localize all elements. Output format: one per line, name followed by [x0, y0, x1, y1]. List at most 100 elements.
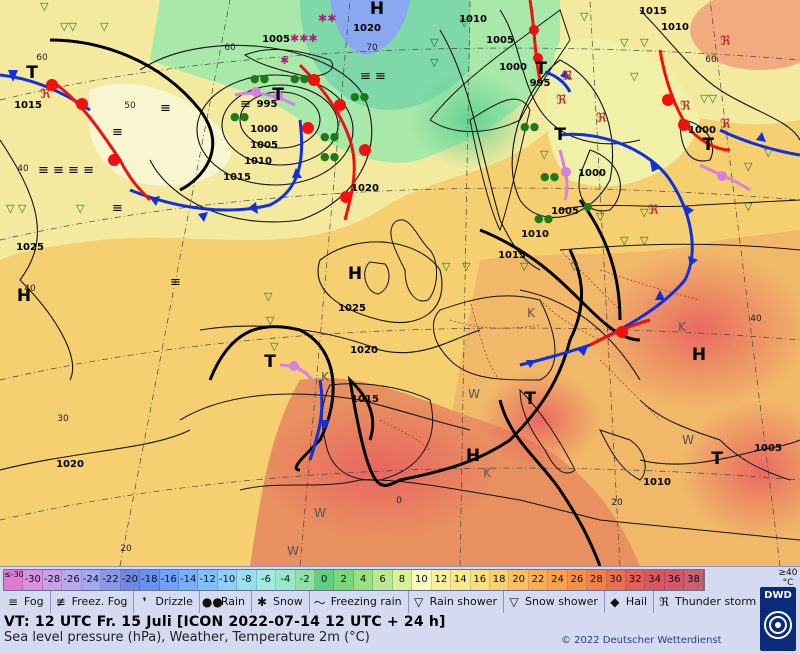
- scale-cell: ≤-30: [4, 570, 24, 590]
- scale-cell: 26: [567, 570, 588, 590]
- isobar-label: 1005: [262, 34, 290, 45]
- isobar-label: 1005: [486, 35, 514, 46]
- svg-text:●●: ●●: [290, 72, 309, 85]
- svg-text:≡: ≡: [112, 125, 123, 140]
- temperature-scale-unit: ≥40 °C: [777, 568, 799, 590]
- pressure-center-marker: T: [272, 85, 284, 105]
- dwd-logo-text: DWD: [764, 590, 792, 601]
- svg-text:●●: ●●: [250, 72, 269, 85]
- legend-label: Rain shower: [429, 595, 498, 608]
- freezing-fog-icon: ≢: [55, 595, 66, 609]
- scale-cell: 16: [470, 570, 490, 590]
- temperature-label: 60: [705, 55, 717, 65]
- scale-cell: 18: [489, 570, 510, 590]
- svg-text:▽: ▽: [270, 340, 279, 353]
- pressure-center-marker: T: [524, 389, 536, 409]
- scale-cell: 4: [353, 570, 374, 590]
- svg-text:ℜ: ℜ: [556, 93, 567, 108]
- temperature-label: 0: [396, 496, 402, 506]
- pressure-center-marker: H: [466, 446, 480, 466]
- valid-time-line: VT: 12 UTC Fr. 15 Juli [ICON 2022-07-14 …: [4, 614, 446, 630]
- svg-text:▽: ▽: [630, 70, 639, 83]
- svg-text:ℜ: ℜ: [562, 69, 573, 84]
- scale-cell: -26: [62, 570, 82, 590]
- temperature-label: 30: [57, 414, 69, 424]
- scale-cell: 0: [315, 570, 335, 590]
- isobar-label: 1005: [754, 443, 782, 454]
- scale-cell: 38: [684, 570, 704, 590]
- hail-icon: ◆: [610, 595, 620, 609]
- temperature-label: 40: [750, 314, 762, 324]
- temperature-label: 50: [124, 101, 136, 111]
- isobar-label: 1010: [521, 229, 549, 240]
- isobar-label: 1015: [351, 394, 379, 405]
- svg-text:▽: ▽: [764, 146, 773, 159]
- svg-text:▽: ▽: [620, 36, 629, 49]
- scale-cell: 10: [412, 570, 432, 590]
- svg-text:●●: ●●: [320, 150, 339, 163]
- pressure-center-marker: H: [17, 286, 31, 306]
- air-mass-marker: K: [321, 370, 330, 384]
- scale-cell: 32: [626, 570, 646, 590]
- isobar-label: 1020: [351, 183, 379, 194]
- svg-text:ℜ: ℜ: [720, 34, 731, 49]
- svg-text:▽: ▽: [264, 290, 273, 303]
- scale-cell: 30: [606, 570, 626, 590]
- scale-cell: -8: [237, 570, 257, 590]
- weather-symbol-legend: ≡ Fog ≢ Freez. Fog ❜ Drizzle ●● Rain ✱ Snow 〜 Freez…: [3, 591, 764, 613]
- svg-text:✱: ✱: [280, 54, 289, 67]
- pressure-center-marker: H: [370, 0, 384, 19]
- temperature-label: 70: [366, 43, 378, 53]
- svg-text:≡: ≡: [240, 97, 251, 112]
- weather-map: ▽▽ ▽ ▽ ▽ ▽ ▽ ▽ ▽ ▽ ▽ ▽ ▽ ▽ ▽ ▽ ▽ ▽ ▽ ▽ ▽ ▽ ●● ●● ●● ●● ●●…: [0, 0, 800, 566]
- scale-cell: -22: [101, 570, 121, 590]
- snow-shower-icon: ▽: [509, 595, 519, 609]
- air-mass-marker: K: [527, 306, 536, 320]
- isobar-label: 1025: [16, 242, 44, 253]
- scale-cell: 28: [587, 570, 607, 590]
- svg-text:▽: ▽: [76, 202, 85, 215]
- dwd-logo: DWD: [760, 587, 796, 651]
- legend-item-rain-shower: ▽ Rain shower: [409, 591, 505, 613]
- scale-cell: 24: [548, 570, 568, 590]
- temperature-color-scale: ≤-30 -30 -28 -26 -24 -22 -20 -18 -16 -14 -12 -10 -8-…: [3, 569, 705, 591]
- legend-item-snow-shower: ▽ Snow shower: [504, 591, 605, 613]
- pressure-center-marker: T: [535, 59, 547, 79]
- scale-cell: -10: [217, 570, 238, 590]
- svg-text:▽: ▽: [640, 36, 649, 49]
- legend-label: Thunder storm: [675, 595, 757, 608]
- pressure-center-marker: T: [702, 135, 714, 155]
- scale-cell: 14: [451, 570, 471, 590]
- svg-text:▽▽: ▽▽: [700, 92, 717, 105]
- svg-text:≡: ≡: [160, 101, 171, 116]
- scale-cell: -12: [198, 570, 218, 590]
- pressure-center-marker: T: [264, 352, 276, 372]
- svg-text:▽▽: ▽▽: [60, 20, 77, 33]
- isobar-label: 1005: [551, 206, 579, 217]
- air-mass-marker: W: [468, 387, 480, 401]
- legend-label: Fog: [24, 595, 44, 608]
- scale-cell: 8: [392, 570, 413, 590]
- isobar-label: 995: [530, 78, 551, 89]
- dwd-swirl-icon: [764, 611, 792, 639]
- scale-cell: -6: [256, 570, 277, 590]
- svg-text:▽: ▽: [442, 260, 451, 273]
- svg-text:●●: ●●: [320, 130, 339, 143]
- legend-item-drizzle: ❜ Drizzle: [134, 591, 200, 613]
- air-mass-marker: W: [682, 433, 694, 447]
- svg-text:▽: ▽: [40, 0, 49, 13]
- isobar-label: 1010: [244, 156, 272, 167]
- isobar-label: 1015: [223, 172, 251, 183]
- svg-text:●●: ●●: [350, 90, 369, 103]
- legend-item-rain: ●● Rain: [200, 591, 253, 613]
- svg-text:●: ●: [583, 200, 593, 213]
- svg-text:ℜ: ℜ: [720, 117, 731, 132]
- thunderstorm-icon: ℜ: [659, 595, 669, 609]
- legend-label: Snow shower: [525, 595, 598, 608]
- svg-text:▽: ▽: [266, 314, 275, 327]
- isobar-label: 1000: [578, 168, 606, 179]
- scale-cell: 2: [334, 570, 354, 590]
- isobar-label: 1010: [643, 477, 671, 488]
- isobar-label: 1025: [338, 303, 366, 314]
- scale-cell: -16: [159, 570, 179, 590]
